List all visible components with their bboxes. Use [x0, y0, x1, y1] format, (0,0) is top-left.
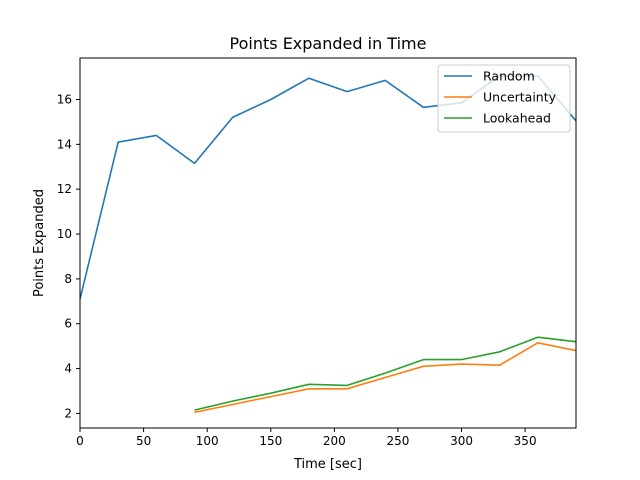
y-tick-label: 10 [57, 227, 72, 241]
legend-label-random: Random [483, 69, 535, 84]
y-tick-label: 16 [57, 92, 72, 106]
x-axis-label: Time [sec] [293, 457, 362, 472]
x-tick-label: 250 [386, 434, 409, 448]
x-tick-label: 150 [259, 434, 282, 448]
series-line-lookahead [194, 336, 576, 411]
x-axis-ticks: 0 50 100 150 200 250 300 350 [76, 428, 537, 448]
y-tick-label: 4 [64, 362, 72, 376]
y-tick-label: 12 [57, 182, 72, 196]
x-tick-label: 0 [76, 434, 84, 448]
legend-label-uncertainty: Uncertainty [483, 90, 557, 105]
x-tick-label: 200 [323, 434, 346, 448]
x-tick-label: 350 [514, 434, 537, 448]
y-axis-label: Points Expanded [32, 189, 47, 297]
y-axis-ticks: 2 4 6 8 10 12 14 16 [57, 92, 80, 420]
plot-frame [79, 57, 577, 429]
x-tick-label: 300 [450, 434, 473, 448]
legend-box [437, 64, 571, 133]
legend-label-lookahead: Lookahead [483, 111, 551, 126]
legend: Random Uncertainty Lookahead [437, 64, 571, 133]
series-line-uncertainty [194, 341, 576, 414]
chart-title: Points Expanded in Time [230, 34, 427, 53]
y-tick-label: 8 [64, 272, 72, 286]
y-tick-label: 14 [57, 137, 72, 151]
x-tick-label: 100 [196, 434, 219, 448]
y-tick-label: 2 [64, 406, 72, 420]
x-tick-label: 50 [136, 434, 151, 448]
y-tick-label: 6 [64, 317, 72, 331]
